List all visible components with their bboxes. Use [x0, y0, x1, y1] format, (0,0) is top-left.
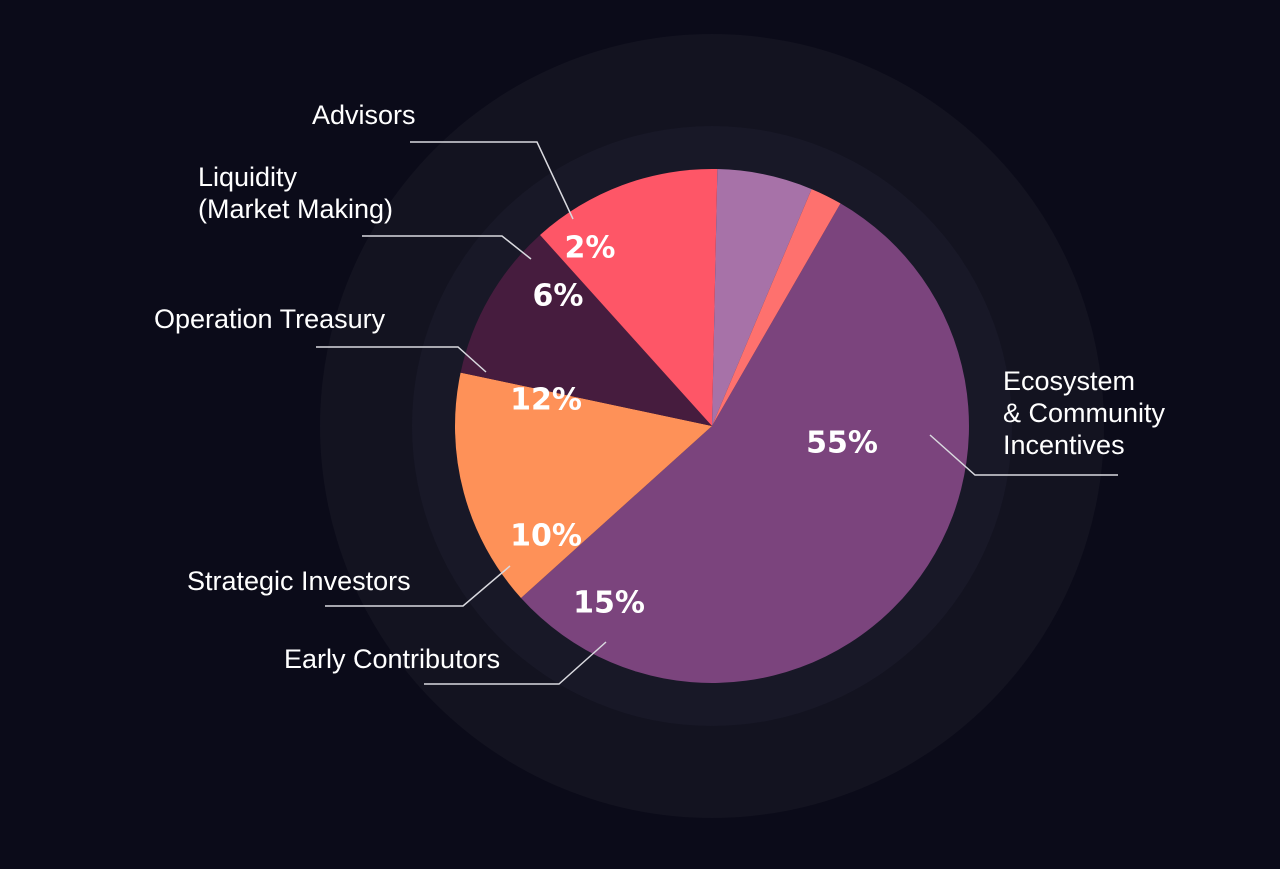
value-label-advisors: 2% [565, 231, 616, 266]
leader-lines [316, 141, 1118, 685]
leader-line-liquidity [362, 235, 532, 260]
pie-slice-early [455, 372, 712, 598]
pie-slice-liquidity [712, 169, 812, 426]
category-label-liquidity-line-2: (Market Making) [198, 194, 393, 224]
value-labels: 55% 15% 10% 12% 6% 2% [510, 231, 878, 621]
category-label-treasury: Operation Treasury [154, 304, 386, 334]
leader-line-advisors [410, 141, 574, 220]
category-label-strategic: Strategic Investors [187, 566, 411, 596]
category-label-ecosystem-line-1: Ecosystem [1003, 366, 1135, 396]
category-label-liquidity-line-1: Liquidity [198, 162, 298, 192]
pie-slices [455, 169, 969, 683]
value-label-ecosystem: 55% [806, 426, 878, 461]
pie-slice-treasury [540, 169, 718, 427]
category-label-early: Early Contributors [284, 644, 500, 674]
pie-slice-advisors [712, 189, 841, 426]
category-label-ecosystem-line-3: Incentives [1003, 430, 1125, 460]
pie-slice-ecosystem [521, 203, 969, 683]
value-label-strategic: 10% [510, 519, 582, 554]
category-label-advisors: Advisors [312, 100, 416, 130]
leader-line-treasury [316, 346, 487, 373]
leader-line-ecosystem [929, 434, 1118, 476]
pie-slice-strategic [460, 235, 712, 426]
value-label-treasury: 12% [510, 383, 582, 418]
category-label-ecosystem-line-2: & Community [1003, 398, 1166, 428]
leader-line-early [424, 641, 607, 685]
value-label-early: 15% [573, 586, 645, 621]
leader-line-strategic [325, 565, 511, 607]
value-label-liquidity: 6% [533, 279, 584, 314]
